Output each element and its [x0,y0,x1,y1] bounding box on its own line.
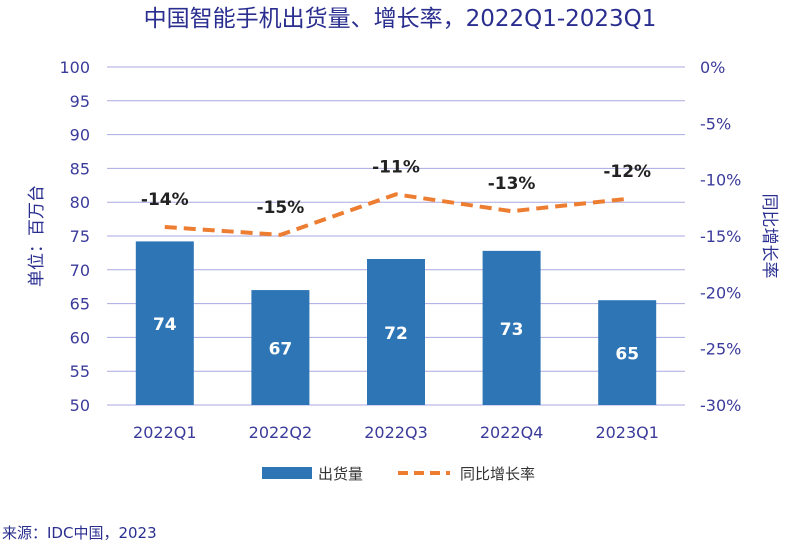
y-tick-label: 80 [70,193,90,212]
y-tick-label: 65 [70,295,90,314]
y2-tick-label: 0% [700,58,725,77]
x-tick-label: 2022Q1 [133,423,197,442]
legend: 出货量 同比增长率 [262,465,535,483]
line-series: -14% -15% -11% -13% -12% [141,157,651,235]
chart-title: 中国智能手机出货量、增长率，2022Q1-2023Q1 [144,6,657,32]
y-tick-label: 95 [70,92,90,111]
line-data-label: -12% [603,162,651,182]
legend-label-bar: 出货量 [318,465,363,483]
x-tick-label: 2022Q2 [249,423,313,442]
line-data-label: -15% [257,198,305,218]
y2-tick-label: -25% [700,340,741,359]
line-data-label: -11% [372,157,420,177]
y-tick-label: 90 [70,126,90,145]
y2-tick-label: -30% [700,396,741,415]
y-axis-right: -30% -25% -20% -15% -10% -5% 0% [700,58,741,415]
bar-data-label: 65 [615,345,639,365]
bar-data-label: 72 [384,324,408,344]
x-tick-label: 2022Q3 [364,423,428,442]
y-tick-label: 75 [70,227,90,246]
y-tick-label: 50 [70,396,90,415]
y-axis-title: 单位：百万台 [27,185,47,287]
y2-tick-label: -15% [700,227,741,246]
legend-label-line: 同比增长率 [460,465,535,483]
y-tick-label: 85 [70,159,90,178]
bar-series: 74 67 72 73 65 [136,241,656,405]
y2-axis-title: 同比增长率 [759,194,779,279]
x-tick-label: 2022Q4 [480,423,544,442]
bar-data-label: 67 [269,340,293,360]
bar-data-label: 74 [153,315,177,335]
y-tick-label: 55 [70,362,90,381]
bar-data-label: 73 [500,320,524,340]
line-data-label: -13% [488,174,536,194]
y-tick-label: 100 [59,58,90,77]
y2-tick-label: -20% [700,283,741,302]
y-tick-label: 60 [70,328,90,347]
y-axis-left: 50 55 60 65 70 75 80 85 90 95 100 [59,58,90,415]
source-note: 来源：IDC中国，2023 [2,524,157,542]
x-axis: 2022Q1 2022Q2 2022Q3 2022Q4 2023Q1 [133,423,659,442]
y2-tick-label: -10% [700,171,741,190]
growth-line [165,194,627,235]
y-tick-label: 70 [70,261,90,280]
line-data-label: -14% [141,190,189,210]
y2-tick-label: -5% [700,114,731,133]
legend-swatch-bar [262,467,312,479]
x-tick-label: 2023Q1 [595,423,659,442]
